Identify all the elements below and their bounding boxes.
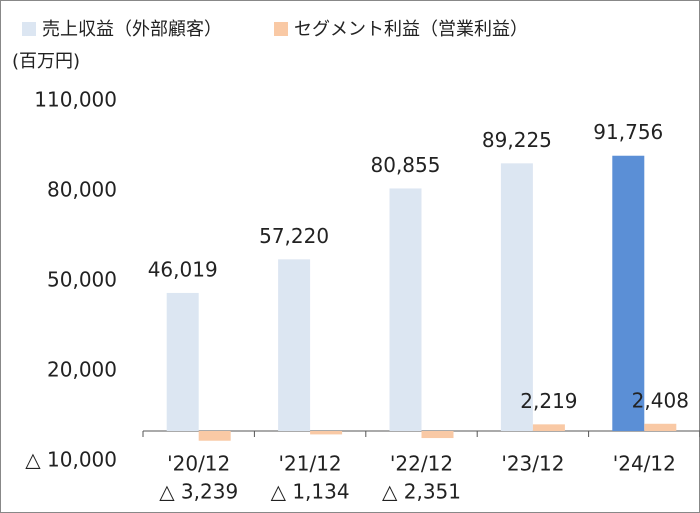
y-tick-label: △ 10,000 (25, 448, 117, 472)
bar (389, 188, 422, 431)
unit-label: (百万円) (12, 51, 80, 72)
bar (310, 431, 343, 435)
value-label: 91,756 (593, 120, 663, 144)
bar (198, 431, 231, 441)
bar (612, 155, 645, 431)
bar (500, 163, 533, 431)
value-label: 2,408 (632, 388, 689, 412)
value-label: 2,219 (520, 389, 577, 413)
y-tick-label: 110,000 (34, 88, 117, 112)
legend-label: 売上収益（外部顧客） (42, 19, 222, 40)
legend-label: セグメント利益（営業利益） (294, 19, 528, 40)
x-tick-label: '23/12 (501, 452, 564, 476)
legend-swatch (22, 22, 36, 36)
bar (166, 292, 199, 431)
value-label: △ 2,351 (382, 480, 461, 504)
value-label: 80,855 (371, 153, 441, 177)
y-tick-label: 20,000 (47, 358, 117, 382)
value-label: △ 1,134 (271, 480, 350, 504)
bar (278, 259, 311, 431)
bar (644, 423, 677, 431)
value-label: 57,220 (259, 224, 329, 248)
x-tick-label: '22/12 (390, 452, 453, 476)
bar (532, 424, 565, 431)
y-tick-label: 80,000 (47, 178, 117, 202)
y-tick-label: 50,000 (47, 268, 117, 292)
legend-swatch (274, 22, 288, 36)
value-label: 89,225 (482, 128, 552, 152)
x-tick-label: '21/12 (279, 452, 342, 476)
x-tick-label: '24/12 (613, 452, 676, 476)
x-tick-label: '20/12 (167, 452, 230, 476)
value-label: 46,019 (148, 257, 218, 281)
bar (421, 431, 454, 439)
value-label: △ 3,239 (159, 480, 238, 504)
